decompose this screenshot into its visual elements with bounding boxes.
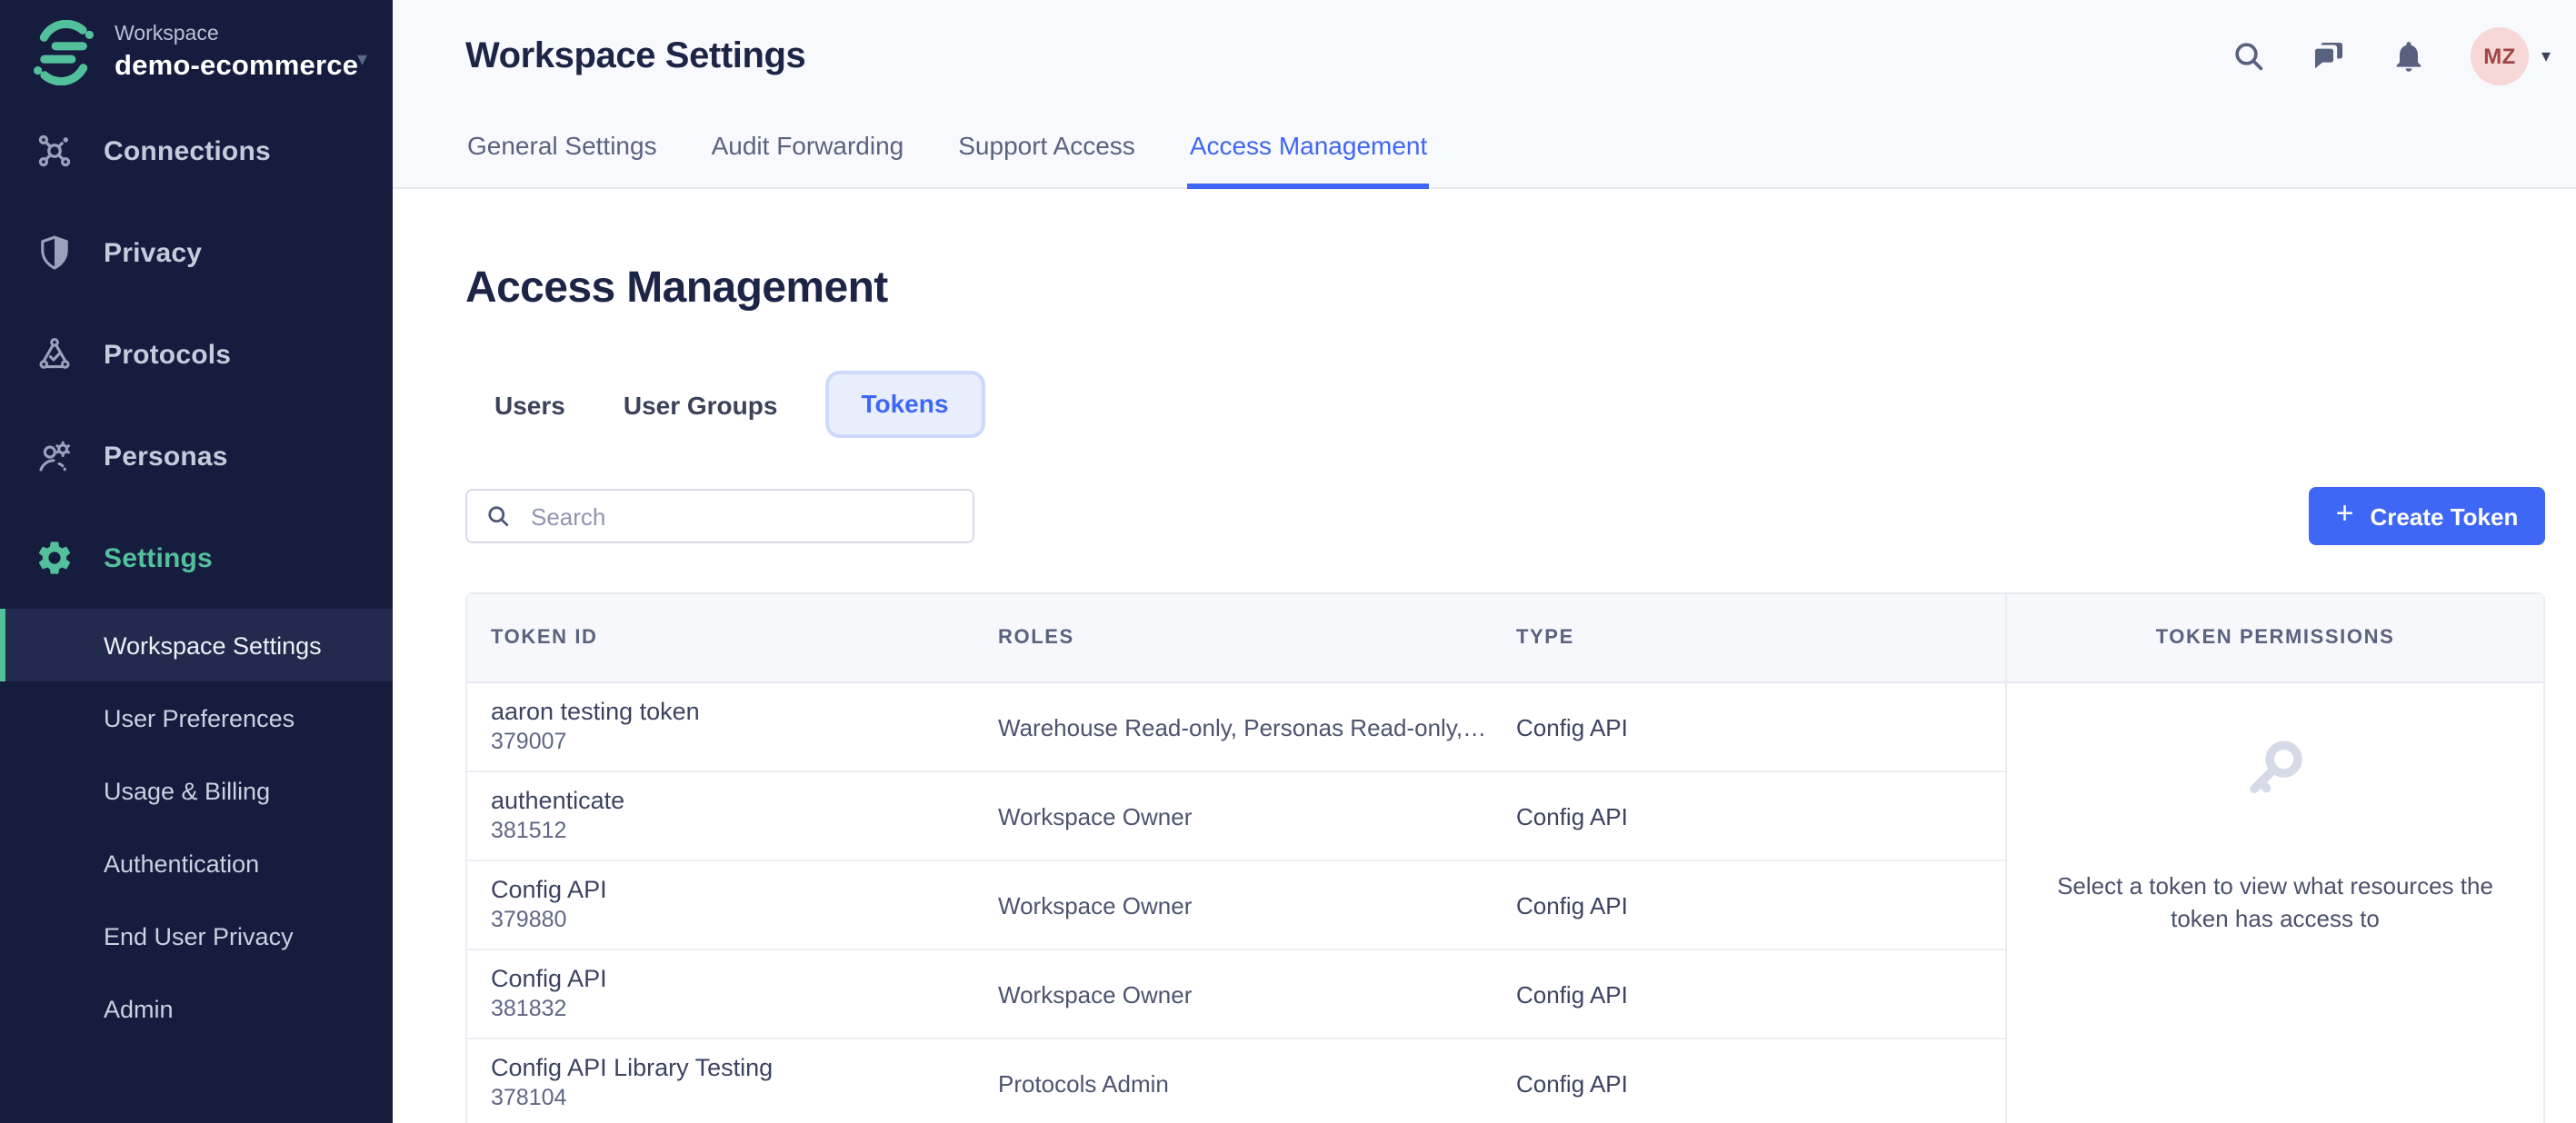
token-name: Config API (491, 965, 607, 992)
sidebar-item-label: Privacy (104, 237, 203, 268)
token-name: authenticate (491, 787, 625, 814)
workspace-label: Workspace (115, 24, 219, 46)
page-header: Workspace Settings General Settings Audi… (393, 0, 2576, 189)
search-box[interactable] (465, 489, 974, 543)
sidebar-subitem-admin[interactable]: Admin (104, 995, 174, 1022)
plus-icon: + (2335, 496, 2354, 531)
sidebar-item-connections[interactable]: Connections (0, 100, 393, 202)
table-header: TOKEN ID ROLES TYPE (467, 594, 2005, 683)
table-row[interactable]: Config API Library Testing 378104 Protoc… (467, 1039, 2005, 1123)
bell-icon[interactable] (2391, 38, 2427, 75)
tab-access-management[interactable]: Access Management (1187, 131, 1430, 189)
header-tabs: General Settings Audit Forwarding Suppor… (465, 131, 1430, 189)
search-input[interactable] (527, 501, 934, 532)
token-type: Config API (1516, 802, 1628, 830)
sidebar-item-privacy[interactable]: Privacy (0, 202, 393, 303)
create-token-label: Create Token (2370, 502, 2519, 530)
sidebar-item-label: Connections (104, 135, 271, 166)
sidebar-subitem-usage-billing[interactable]: Usage & Billing (104, 777, 271, 804)
tab-general-settings[interactable]: General Settings (467, 131, 657, 160)
table-row[interactable]: aaron testing token 379007 Warehouse Rea… (467, 683, 2005, 772)
segment-tabs: Users User Groups Tokens (465, 371, 2545, 438)
sidebar-item-label: Protocols (104, 339, 232, 370)
personas-icon (35, 436, 75, 476)
sidebar-item-protocols[interactable]: Protocols (0, 303, 393, 405)
column-header-roles: ROLES (998, 627, 1074, 649)
settings-gear-icon (35, 538, 75, 578)
token-roles: Workspace Owner (998, 980, 1193, 1008)
panel-header: TOKEN PERMISSIONS (2007, 594, 2543, 683)
token-type: Config API (1516, 980, 1628, 1008)
column-header-type: TYPE (1516, 627, 1574, 649)
avatar[interactable]: MZ (2470, 27, 2529, 85)
sidebar-subitem-workspace-settings[interactable]: Workspace Settings (0, 609, 393, 681)
token-id: 379880 (491, 907, 567, 932)
key-icon (2007, 730, 2543, 823)
token-roles: Workspace Owner (998, 802, 1193, 830)
token-id: 381512 (491, 818, 567, 843)
segment-logo-icon (34, 20, 94, 85)
token-roles: Protocols Admin (998, 1069, 1169, 1097)
token-roles: Warehouse Read-only, Personas Read-only,… (998, 713, 1487, 740)
panel-empty-message: Select a token to view what resources th… (2057, 872, 2493, 932)
sidebar: Workspace demo-ecommerce ▾ Connections (0, 0, 393, 1123)
sidebar-item-personas[interactable]: Personas (0, 405, 393, 507)
token-type: Config API (1516, 1069, 1628, 1097)
tokens-table: TOKEN ID ROLES TYPE aaron testing token … (467, 594, 2005, 1123)
search-icon[interactable] (2231, 38, 2267, 75)
workspace-name: demo-ecommerce (115, 50, 359, 81)
workspace-caret-down-icon[interactable]: ▾ (356, 49, 367, 71)
topbar-actions: MZ ▾ (2231, 27, 2551, 85)
token-name: Config API (491, 876, 607, 903)
search-input-icon (488, 506, 509, 527)
tab-tokens[interactable]: Tokens (824, 371, 985, 438)
token-name: Config API Library Testing (491, 1054, 774, 1081)
sidebar-item-settings[interactable]: Settings (0, 507, 393, 609)
table-row[interactable]: Config API 379880 Workspace Owner Config… (467, 861, 2005, 950)
protocols-icon (35, 334, 75, 374)
table-row[interactable]: authenticate 381512 Workspace Owner Conf… (467, 772, 2005, 861)
section-title: Access Management (465, 263, 888, 313)
user-menu[interactable]: MZ ▾ (2470, 27, 2551, 85)
connections-icon (35, 131, 75, 171)
token-type: Config API (1516, 713, 1628, 740)
token-id: 379007 (491, 729, 567, 754)
toolbar: + Create Token (465, 487, 2545, 545)
sidebar-nav: Connections Privacy (0, 100, 393, 1045)
sidebar-subitem-user-preferences[interactable]: User Preferences (104, 704, 295, 731)
page-title: Workspace Settings (465, 36, 806, 76)
user-menu-caret-down-icon: ▾ (2541, 46, 2551, 66)
token-permissions-panel: TOKEN PERMISSIONS Select a token to view… (2005, 594, 2543, 1123)
sidebar-item-label: Personas (104, 441, 228, 472)
workspace-info: Workspace demo-ecommerce (115, 22, 358, 84)
token-name: aaron testing token (491, 698, 700, 725)
tab-user-groups[interactable]: User Groups (623, 390, 778, 419)
token-id: 378104 (491, 1085, 567, 1110)
sidebar-subitem-authentication[interactable]: Authentication (104, 850, 260, 877)
tab-audit-forwarding[interactable]: Audit Forwarding (711, 131, 904, 160)
sidebar-item-label: Settings (104, 542, 213, 573)
token-type: Config API (1516, 891, 1628, 919)
tab-support-access[interactable]: Support Access (958, 131, 1135, 160)
table-row[interactable]: Config API 381832 Workspace Owner Config… (467, 950, 2005, 1039)
privacy-shield-icon (35, 233, 75, 273)
token-roles: Workspace Owner (998, 891, 1193, 919)
create-token-button[interactable]: + Create Token (2309, 487, 2545, 545)
token-id: 381832 (491, 996, 567, 1021)
workspace-switcher[interactable]: Workspace demo-ecommerce ▾ (0, 0, 393, 100)
sidebar-subitem-end-user-privacy[interactable]: End User Privacy (104, 922, 294, 949)
chat-icon[interactable] (2311, 38, 2347, 75)
tokens-card: TOKEN ID ROLES TYPE aaron testing token … (465, 592, 2545, 1123)
tab-users[interactable]: Users (494, 390, 565, 419)
main-content: Access Management Users User Groups Toke… (393, 189, 2576, 1123)
column-header-token-id: TOKEN ID (491, 627, 598, 649)
